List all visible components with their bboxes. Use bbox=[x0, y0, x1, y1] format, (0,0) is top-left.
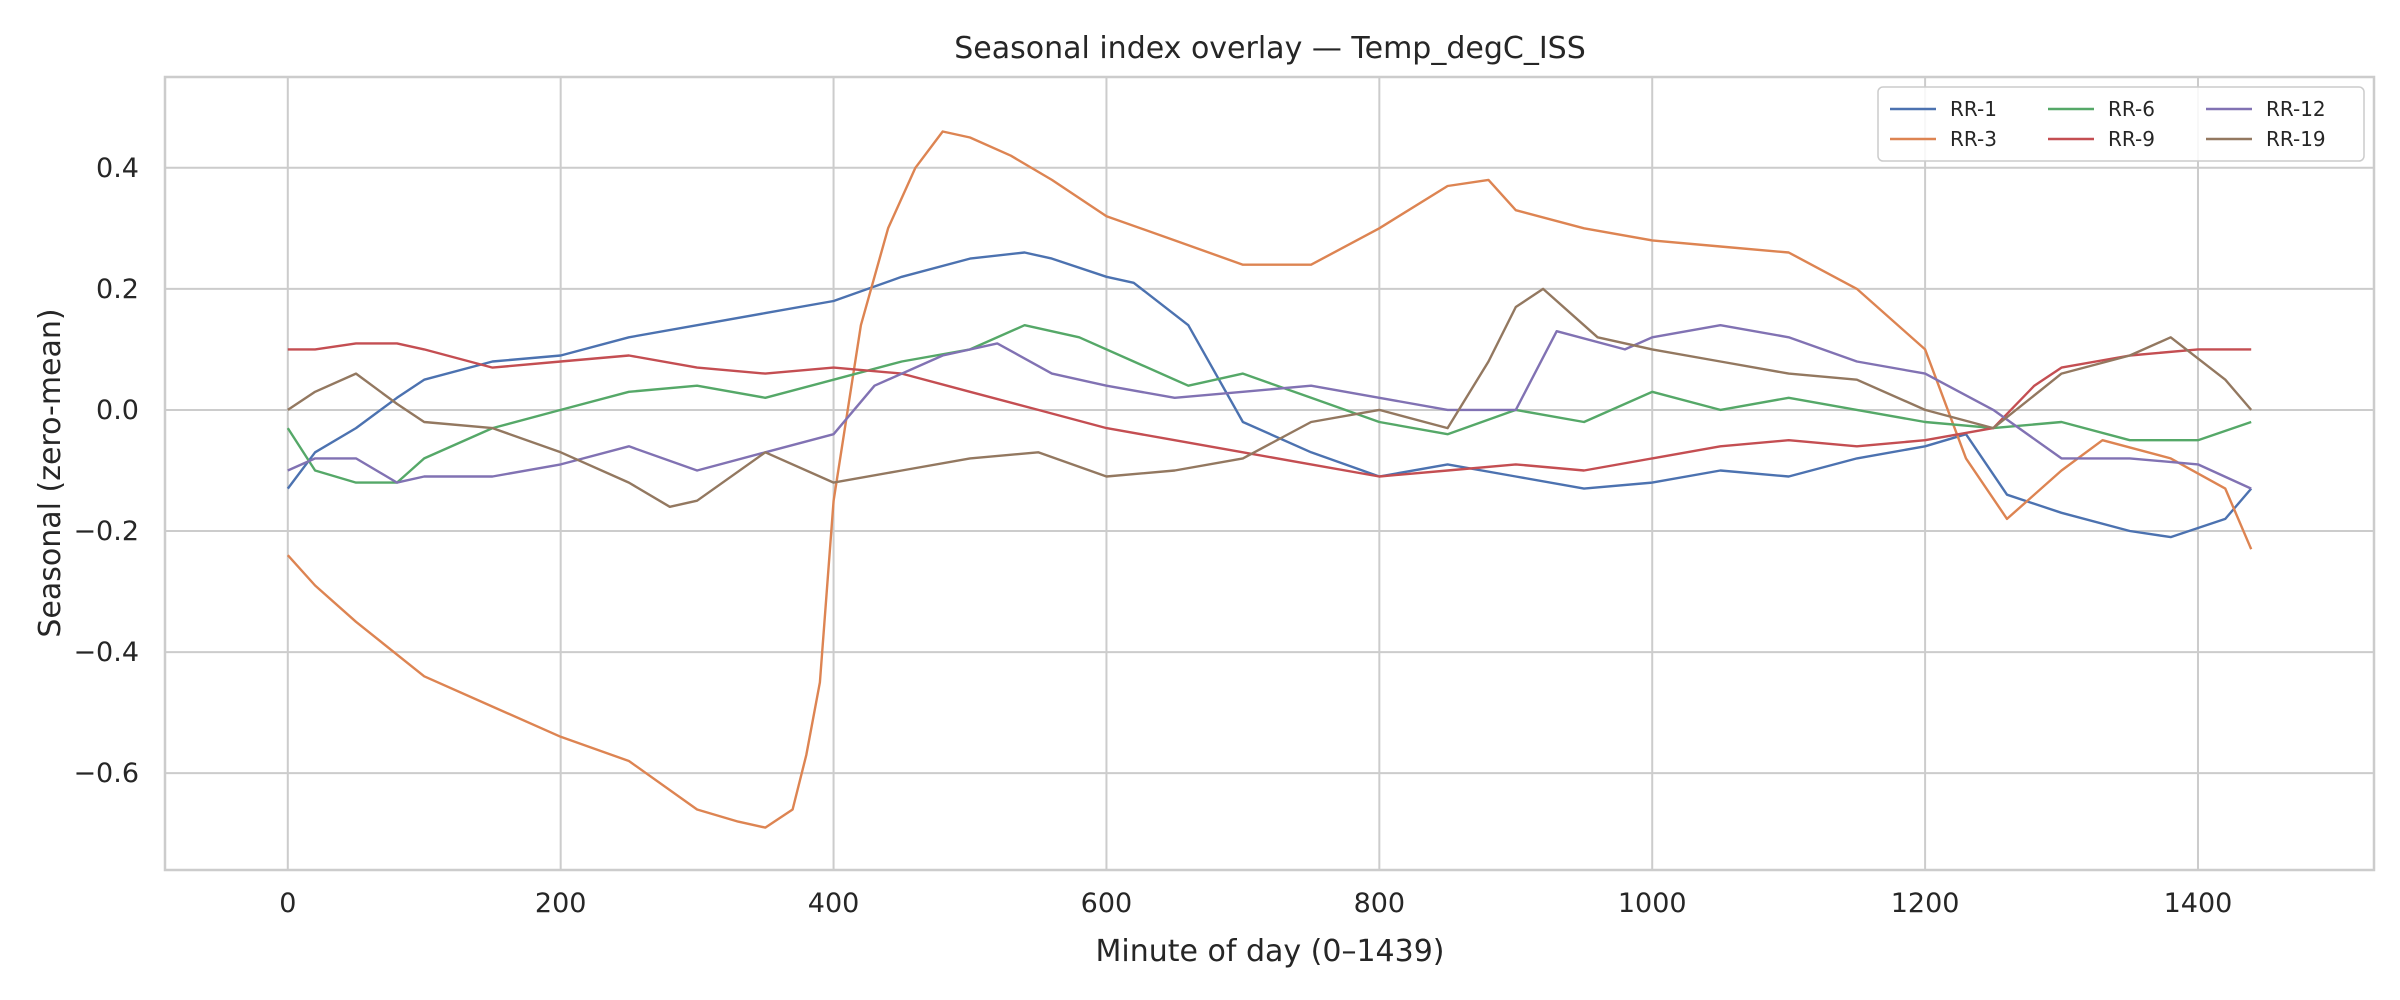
series-line-rr-12 bbox=[287, 324, 2252, 490]
series-line-rr-6 bbox=[286, 324, 2252, 484]
series-line-rr-1 bbox=[286, 251, 2253, 539]
legend-label: RR-6 bbox=[2108, 97, 2155, 121]
x-tick-label: 1400 bbox=[2164, 888, 2233, 919]
y-tick-label: 0.4 bbox=[96, 153, 139, 184]
x-tick-label: 200 bbox=[535, 888, 587, 919]
y-tick-label: −0.4 bbox=[73, 637, 139, 668]
series-line-rr-19 bbox=[287, 287, 2253, 508]
legend-label: RR-3 bbox=[1950, 127, 1997, 151]
grid bbox=[165, 77, 2374, 870]
tick-labels: 0 200 400 600 800 1000 1200 1400 −0.6 −0.4 −0.2 0.0… bbox=[73, 153, 2232, 919]
x-tick-label: 400 bbox=[808, 888, 860, 919]
series-line-rr-9 bbox=[287, 342, 2252, 478]
y-tick-label: 0.2 bbox=[96, 274, 139, 305]
plot-frame bbox=[163, 75, 2376, 872]
legend-label: RR-9 bbox=[2108, 127, 2155, 151]
legend-box bbox=[1877, 86, 2365, 162]
legend: RR-1 RR-3 RR-6 RR-9 RR-12 RR-19 bbox=[1877, 86, 2365, 162]
x-tick-label: 1200 bbox=[1891, 888, 1960, 919]
y-tick-label: 0.0 bbox=[96, 395, 139, 426]
x-tick-label: 600 bbox=[1081, 888, 1133, 919]
y-tick-label: −0.6 bbox=[73, 758, 139, 789]
x-tick-label: 0 bbox=[279, 888, 296, 919]
x-tick-label: 1000 bbox=[1618, 888, 1687, 919]
legend-label: RR-19 bbox=[2266, 127, 2326, 151]
series-line-rr-3 bbox=[286, 130, 2253, 829]
series-lines bbox=[286, 130, 2253, 829]
legend-label: RR-12 bbox=[2266, 97, 2326, 121]
y-tick-label: −0.2 bbox=[73, 516, 139, 547]
legend-label: RR-1 bbox=[1950, 97, 1997, 121]
chart-title: Seasonal index overlay — Temp_degC_ISS bbox=[954, 31, 1586, 66]
y-axis-title: Seasonal (zero-mean) bbox=[33, 308, 68, 637]
x-axis-title: Minute of day (0–1439) bbox=[1095, 934, 1444, 969]
x-tick-label: 800 bbox=[1354, 888, 1406, 919]
